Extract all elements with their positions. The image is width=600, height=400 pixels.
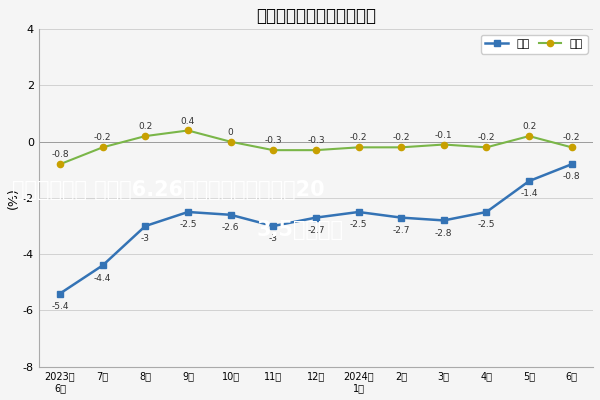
同比 xyxy=(355,210,362,214)
环比 xyxy=(142,134,149,138)
同比 xyxy=(312,215,319,220)
环比 xyxy=(269,148,277,152)
同比 xyxy=(398,215,405,220)
Text: -4.4: -4.4 xyxy=(94,274,112,283)
环比 xyxy=(440,142,448,147)
环比 xyxy=(184,128,191,133)
Text: -0.2: -0.2 xyxy=(478,133,495,142)
Text: -3: -3 xyxy=(269,234,278,243)
Text: -0.2: -0.2 xyxy=(563,133,580,142)
环比 xyxy=(483,145,490,150)
Text: -0.3: -0.3 xyxy=(265,136,282,145)
Y-axis label: (%): (%) xyxy=(7,187,20,209)
Legend: 同比, 环比: 同比, 环比 xyxy=(481,35,587,54)
环比 xyxy=(99,145,106,150)
Text: 0.2: 0.2 xyxy=(138,122,152,131)
Line: 环比: 环比 xyxy=(57,127,575,167)
Text: 3.5上开中空: 3.5上开中空 xyxy=(257,220,343,240)
Text: -3: -3 xyxy=(141,234,150,243)
同比 xyxy=(99,263,106,268)
环比 xyxy=(568,145,575,150)
Text: -1.4: -1.4 xyxy=(520,189,538,198)
环比 xyxy=(227,139,234,144)
Text: -0.8: -0.8 xyxy=(563,172,581,182)
Title: 工业生产者出厂价格涨跌幅: 工业生产者出厂价格涨跌幅 xyxy=(256,7,376,25)
Text: 0.2: 0.2 xyxy=(522,122,536,131)
Text: -2.8: -2.8 xyxy=(435,229,452,238)
Text: -2.6: -2.6 xyxy=(222,223,239,232)
Text: -0.1: -0.1 xyxy=(435,130,452,140)
Text: -2.5: -2.5 xyxy=(478,220,495,229)
Text: -5.4: -5.4 xyxy=(51,302,69,311)
Text: 0.4: 0.4 xyxy=(181,116,195,126)
同比 xyxy=(483,210,490,214)
Text: -2.7: -2.7 xyxy=(392,226,410,235)
Text: -0.2: -0.2 xyxy=(392,133,410,142)
同比 xyxy=(568,162,575,167)
Text: -0.2: -0.2 xyxy=(350,133,367,142)
同比 xyxy=(184,210,191,214)
Text: -0.8: -0.8 xyxy=(51,150,69,159)
环比 xyxy=(56,162,64,167)
Text: -0.2: -0.2 xyxy=(94,133,112,142)
环比 xyxy=(312,148,319,152)
Line: 同比: 同比 xyxy=(57,161,575,297)
同比 xyxy=(526,179,533,184)
环比 xyxy=(355,145,362,150)
Text: -2.5: -2.5 xyxy=(179,220,197,229)
Text: 炒股配资选配 金宝：6.26镑日加速冲顶，日内20: 炒股配资选配 金宝：6.26镑日加速冲顶，日内20 xyxy=(12,180,325,200)
Text: -0.3: -0.3 xyxy=(307,136,325,145)
同比 xyxy=(142,224,149,228)
环比 xyxy=(526,134,533,138)
Text: 0: 0 xyxy=(228,128,233,137)
同比 xyxy=(227,212,234,217)
Text: -2.5: -2.5 xyxy=(350,220,367,229)
环比 xyxy=(398,145,405,150)
同比 xyxy=(56,291,64,296)
同比 xyxy=(440,218,448,223)
Text: -2.7: -2.7 xyxy=(307,226,325,235)
同比 xyxy=(269,224,277,228)
